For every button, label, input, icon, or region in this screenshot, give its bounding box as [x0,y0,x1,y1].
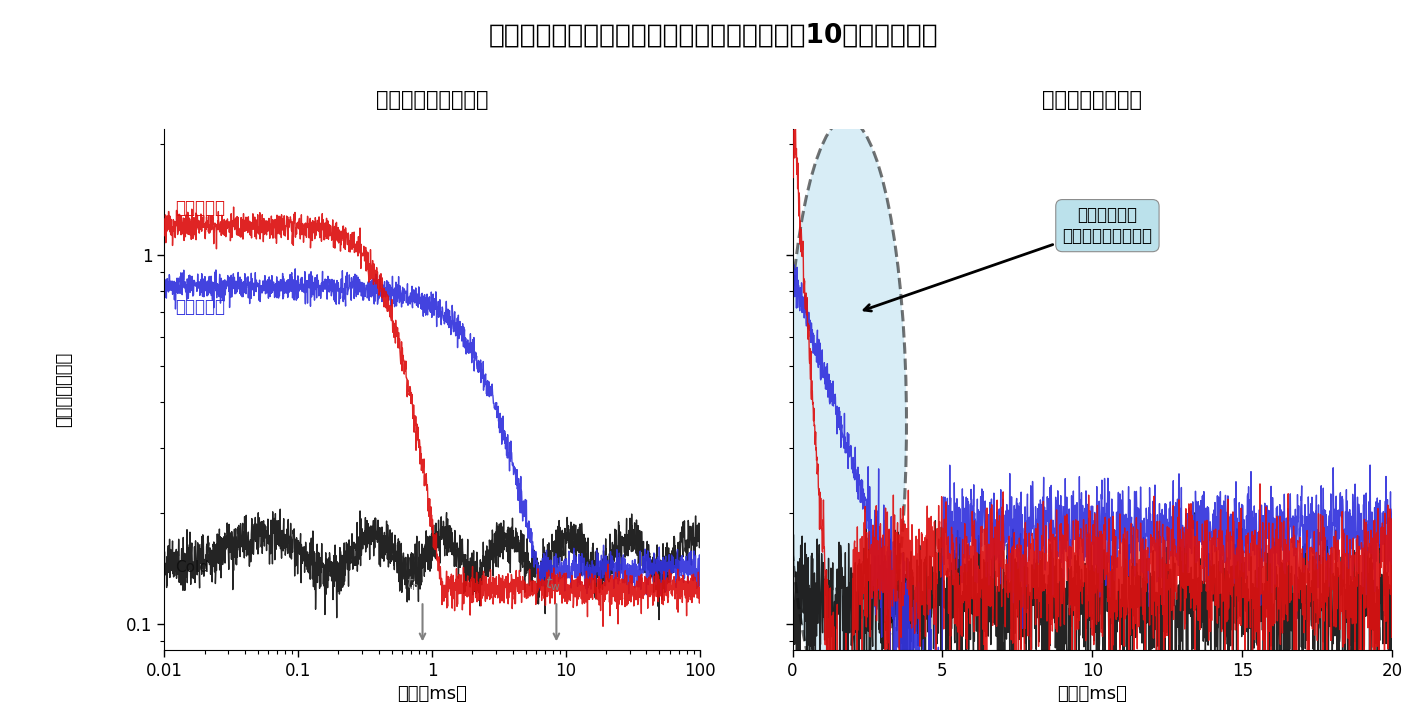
Text: 熱いビーズ: 熱いビーズ [174,198,224,217]
Text: 通常のムペンバ効果: 通常のムペンバ効果 [376,90,488,110]
Text: $t_\mathrm{w}$: $t_\mathrm{w}$ [545,574,561,593]
Text: 強いムペンバ効果: 強いムペンバ効果 [1042,90,1142,110]
Ellipse shape [787,119,907,714]
Text: Cold: Cold [174,560,208,575]
Text: 熱いビーズが
急速冷凍されている: 熱いビーズが 急速冷凍されている [864,206,1152,311]
Text: 条件を変えると熱いビーズは温いビーズより10倍速く冷める: 条件を変えると熱いビーズは温いビーズより10倍速く冷める [490,23,938,49]
Text: $t_\mathrm{h}$: $t_\mathrm{h}$ [406,574,420,593]
Text: 平衡までの距離: 平衡までの距離 [56,351,73,427]
Text: 温いビーズ: 温いビーズ [174,298,224,316]
X-axis label: 時間（ms）: 時間（ms） [1058,685,1127,703]
X-axis label: 時間（ms）: 時間（ms） [397,685,467,703]
